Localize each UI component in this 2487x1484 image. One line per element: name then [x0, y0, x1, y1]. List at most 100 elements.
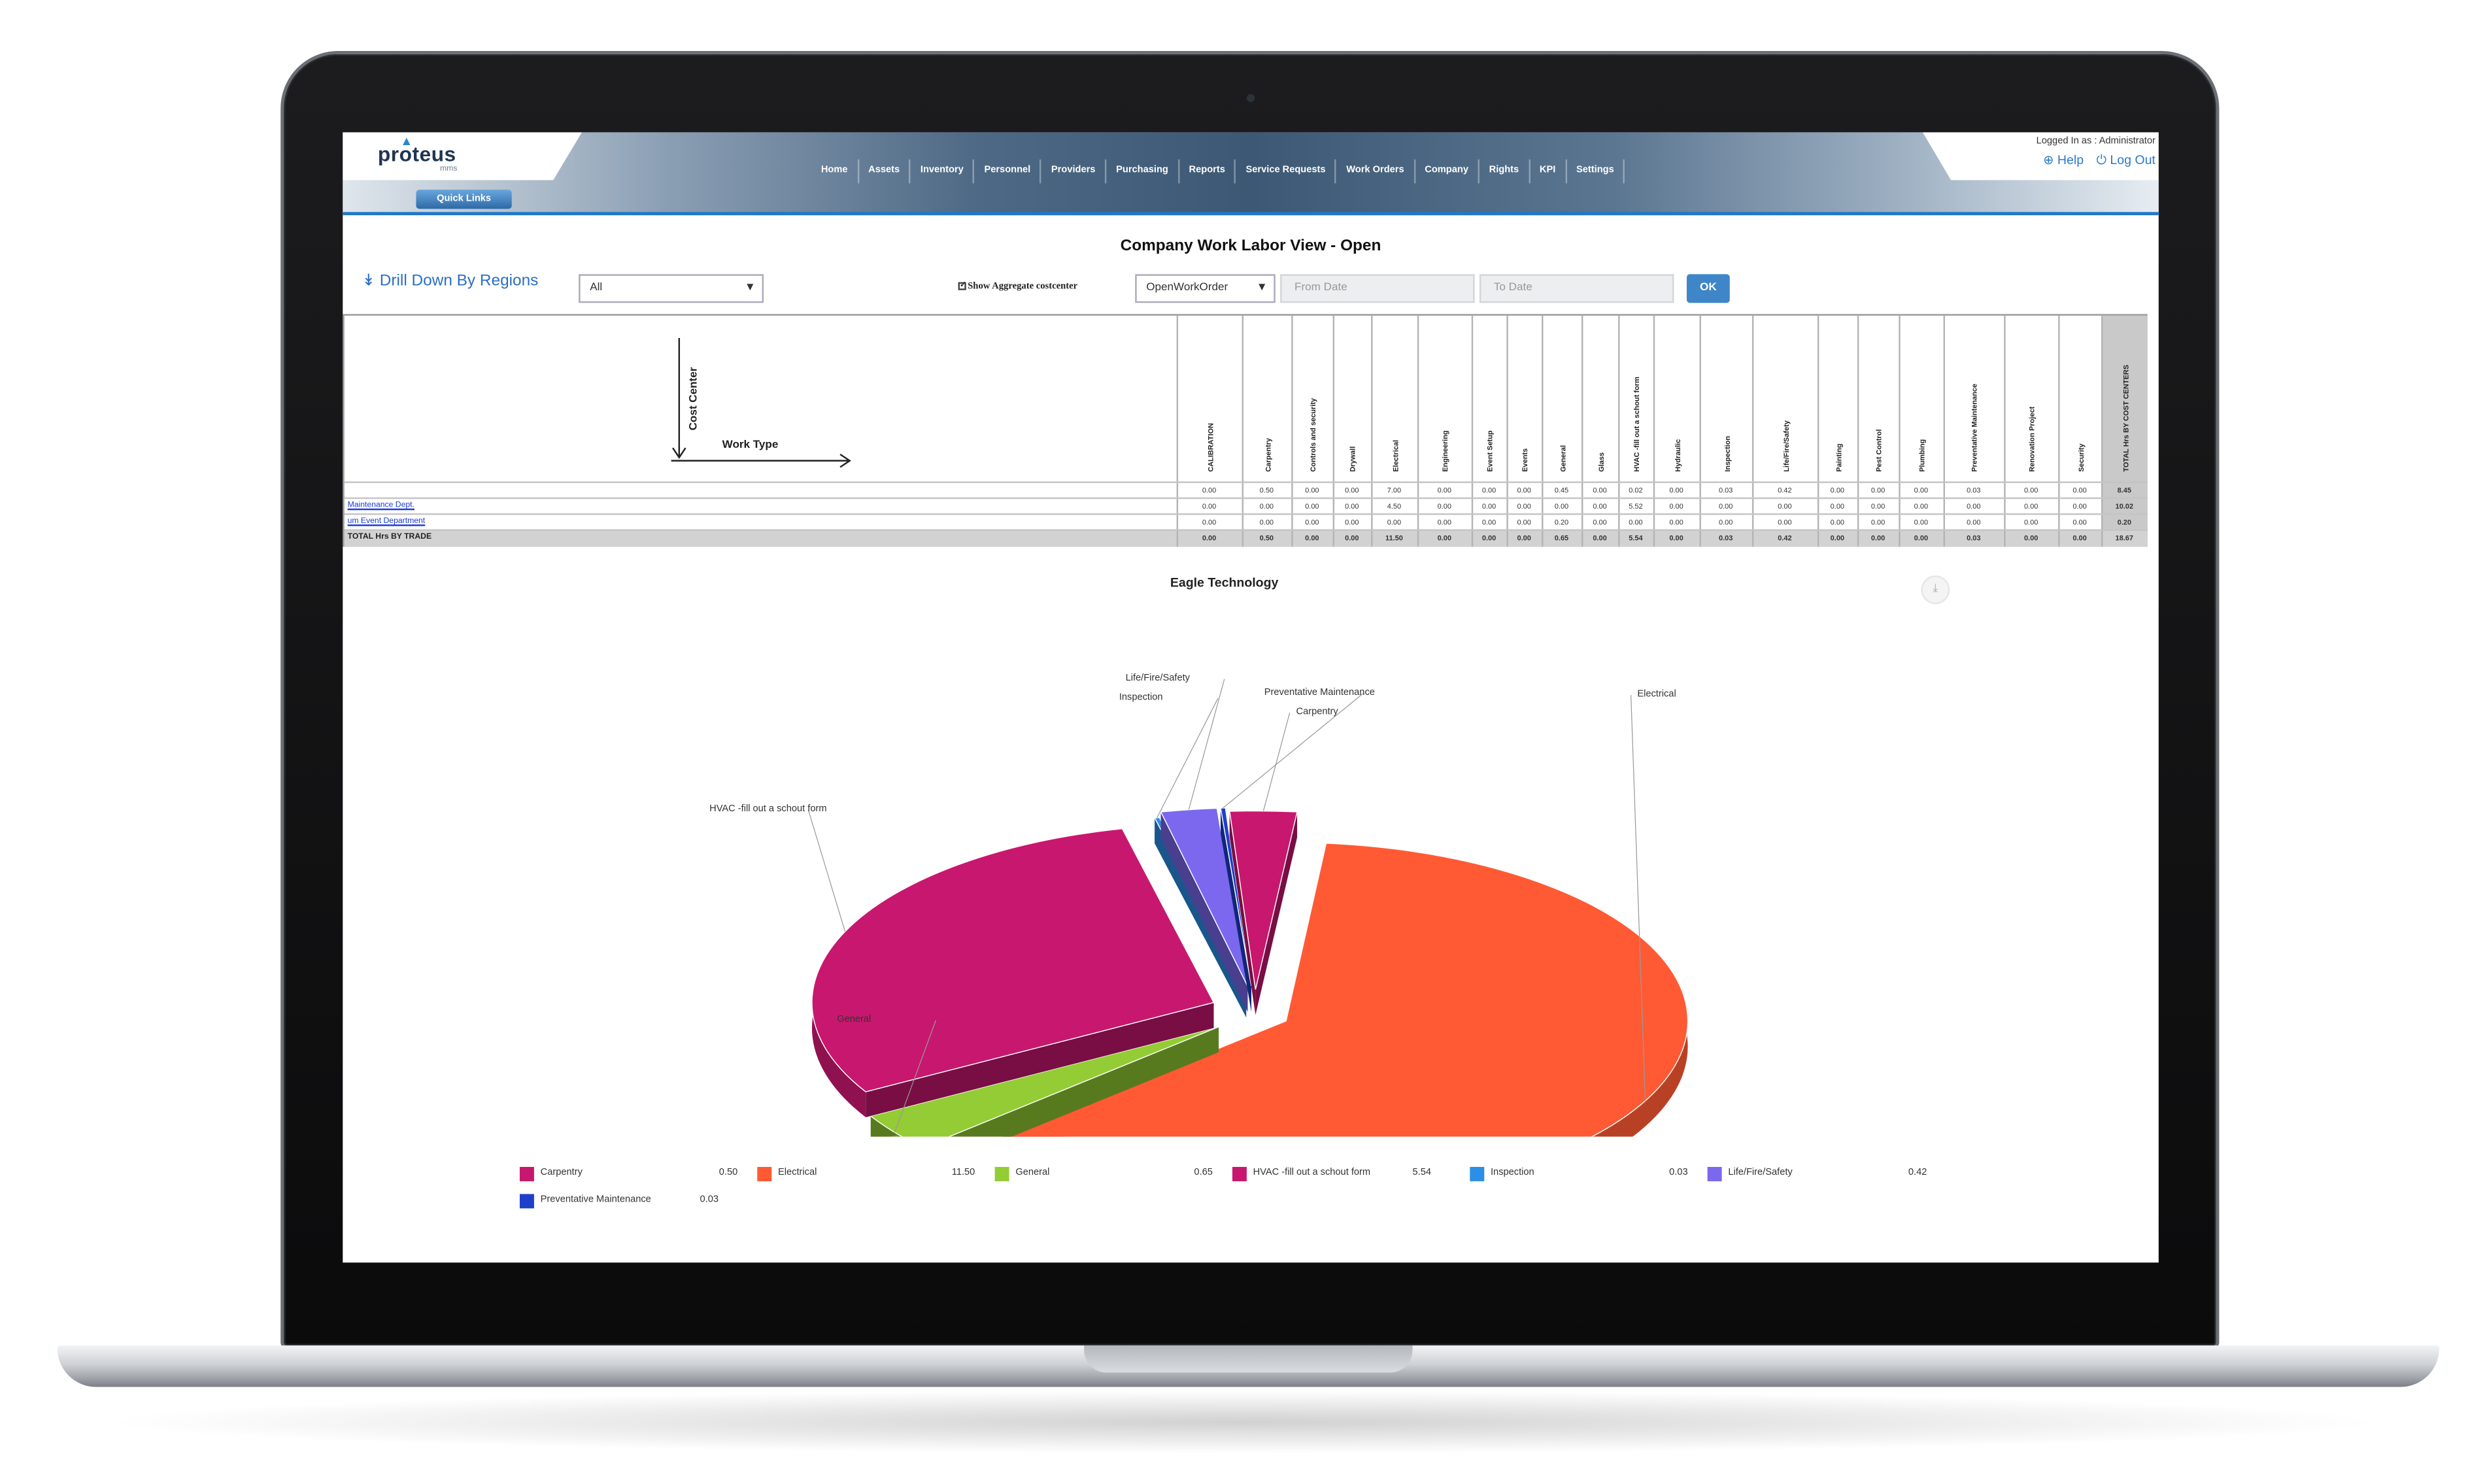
column-header[interactable]: Life/Fire/Safety [1782, 420, 1790, 472]
column-header[interactable]: Renovation Project [2027, 406, 2036, 472]
pie-slice-preventative-maintenance[interactable] [1220, 807, 1252, 1012]
pie-leader-line [1262, 712, 1291, 811]
legend-item[interactable]: Preventative Maintenance 0.03 [519, 1194, 756, 1209]
table-cell: 0.00 [1202, 533, 1217, 543]
logout-link[interactable]: ⏻ Log Out [2096, 153, 2156, 168]
cost-center-link[interactable]: Maintenance Dept. [347, 500, 414, 511]
legend-value: 0.65 [1194, 1168, 1213, 1179]
nav-providers[interactable]: Providers [1041, 159, 1107, 184]
legend-item[interactable]: Carpentry 0.50 [519, 1166, 756, 1183]
table-cell: 0.00 [1345, 518, 1359, 526]
legend-swatch [1232, 1166, 1247, 1181]
table-cell: 0.00 [2072, 502, 2087, 511]
nav-purchasing[interactable]: Purchasing [1107, 159, 1179, 184]
nav-reports[interactable]: Reports [1179, 159, 1236, 184]
table-cell: 0.00 [1259, 502, 1274, 511]
nav-service-requests[interactable]: Service Requests [1236, 159, 1337, 184]
column-header[interactable]: Pest Control [1874, 429, 1883, 472]
column-header[interactable]: Event Setup [1485, 430, 1494, 472]
table-cell: 0.00 [1967, 518, 1981, 526]
nav-settings[interactable]: Settings [1566, 159, 1625, 184]
table-cell: 0.00 [1669, 533, 1683, 543]
table-cell: 0.20 [1554, 518, 1569, 526]
to-date-input[interactable]: To Date [1479, 274, 1674, 303]
column-header[interactable]: Security [2076, 443, 2085, 472]
table-cell: 0.00 [1437, 533, 1451, 543]
region-select[interactable]: All ▼ [579, 274, 764, 303]
nav-company[interactable]: Company [1415, 159, 1480, 184]
table-cell: 18.67 [2115, 533, 2134, 543]
legend-item[interactable]: Inspection 0.03 [1470, 1166, 1706, 1183]
legend-label: General [1015, 1168, 1050, 1179]
table-cell: 0.00 [1870, 486, 1886, 494]
pie-leader-line [1223, 693, 1364, 809]
nav-rights[interactable]: Rights [1480, 159, 1531, 184]
pie-slice-life-fire-safety[interactable] [1160, 807, 1249, 1012]
dropdown-arrow-icon: ▼ [1256, 282, 1268, 294]
column-header[interactable]: Controls and security [1309, 397, 1317, 472]
column-header[interactable]: Inspection [1722, 435, 1731, 472]
pie-slice-carpentry[interactable] [1228, 810, 1298, 1015]
drill-down-link[interactable]: ↡ Drill Down By Regions [362, 272, 539, 290]
table-cell: 0.00 [1387, 518, 1402, 526]
legend-swatch [519, 1194, 534, 1209]
legend-item[interactable]: Electrical 11.50 [757, 1166, 993, 1183]
table-cell: 0.03 [1718, 533, 1733, 543]
legend-swatch [1707, 1166, 1722, 1181]
column-header[interactable]: Plumbing [1918, 439, 1926, 472]
quick-links-button[interactable]: Quick Links [416, 190, 512, 209]
nav-inventory[interactable]: Inventory [911, 159, 975, 184]
legend-item[interactable]: HVAC -fill out a schout form 5.54 [1232, 1166, 1468, 1183]
column-header[interactable]: TOTAL Hrs BY COST CENTERS [2121, 364, 2129, 472]
pie-slice-general[interactable] [870, 1026, 1219, 1137]
table-cell: 0.65 [1554, 533, 1569, 543]
column-header[interactable]: Preventative Maintenance [1970, 383, 1979, 472]
ok-button[interactable]: OK [1686, 274, 1730, 303]
table-cell: 0.00 [1718, 518, 1733, 526]
nav-assets[interactable]: Assets [859, 159, 911, 184]
nav-work-orders[interactable]: Work Orders [1337, 159, 1415, 184]
workorder-select[interactable]: OpenWorkOrder ▼ [1135, 274, 1276, 303]
column-header[interactable]: Hydraulic [1673, 439, 1682, 472]
column-header[interactable]: HVAC -fill out a schout form [1633, 377, 1641, 472]
nav-home[interactable]: Home [811, 159, 859, 184]
axis-arrows [671, 337, 851, 468]
legend-label: Preventative Maintenance [540, 1195, 651, 1206]
table-cell: 0.00 [1345, 533, 1359, 543]
legend-item[interactable]: Life/Fire/Safety 0.42 [1707, 1166, 1944, 1183]
column-header[interactable]: General [1558, 445, 1566, 472]
column-header[interactable]: Glass [1597, 452, 1605, 472]
app-logo[interactable]: proteus [377, 142, 456, 166]
table-cell: 0.00 [1870, 533, 1886, 543]
table-cell: 0.00 [1669, 518, 1683, 526]
legend-swatch [994, 1166, 1009, 1181]
legend-value: 0.03 [700, 1195, 719, 1206]
aggregate-checkbox[interactable]: ✓ Show Aggregate costcenter [958, 282, 1077, 292]
column-header[interactable]: Electrical [1391, 439, 1399, 472]
column-header[interactable]: Painting [1834, 443, 1842, 472]
download-icon[interactable]: ⤓ [1921, 575, 1950, 605]
column-header[interactable]: Events [1521, 448, 1529, 472]
table-cell: 10.02 [2115, 502, 2134, 511]
table-cell: 0.03 [1967, 533, 1981, 543]
cost-center-link[interactable]: um Event Department [347, 516, 426, 526]
double-chevron-down-icon: ↡ [362, 272, 375, 290]
pie-label: HVAC -fill out a schout form [709, 805, 827, 815]
help-link[interactable]: ⊕ Help [2043, 153, 2084, 168]
logo-drop-icon: ▲ [400, 133, 413, 148]
nav-kpi[interactable]: KPI [1530, 159, 1567, 184]
column-header[interactable]: Carpentry [1263, 437, 1272, 472]
table-cell: 0.00 [1830, 502, 1845, 511]
legend-item[interactable]: General 0.65 [994, 1166, 1231, 1183]
column-header[interactable]: Drywall [1348, 446, 1357, 472]
table-cell: 0.00 [1593, 533, 1607, 543]
table-cell: 0.42 [1778, 533, 1792, 543]
table-cell: 0.00 [1593, 518, 1607, 526]
table-cell: 0.00 [2023, 486, 2039, 494]
column-header[interactable]: Engineering [1441, 430, 1449, 472]
table-cell: 4.50 [1387, 502, 1402, 511]
column-header[interactable]: CALIBRATION [1206, 423, 1214, 472]
nav-personnel[interactable]: Personnel [975, 159, 1042, 184]
from-date-input[interactable]: From Date [1280, 274, 1475, 303]
pie-slice-hvac-fill-out-a-schout-form[interactable] [811, 828, 1215, 1118]
